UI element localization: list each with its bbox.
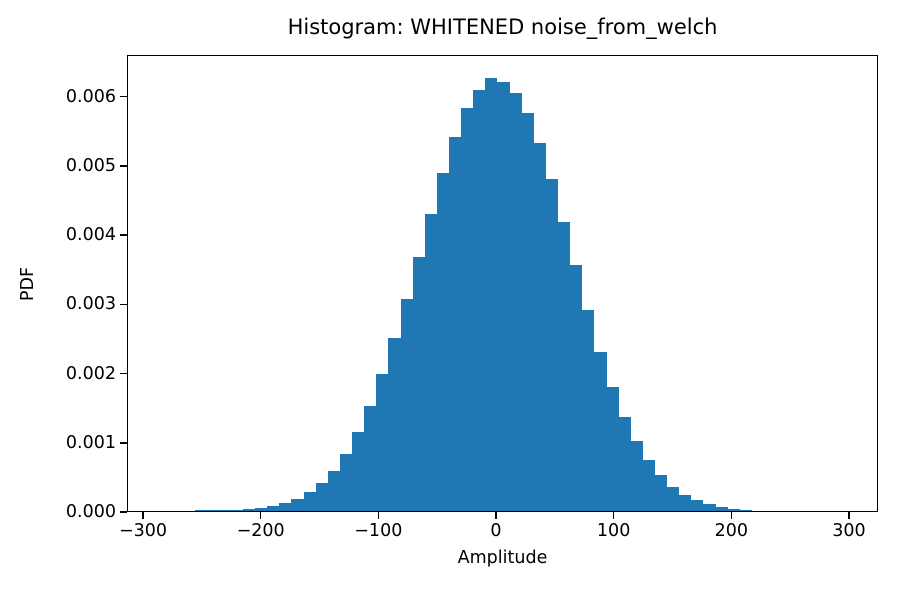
y-tick-label: 0.001 [65,432,116,453]
y-tick-mark [120,95,127,98]
x-tick-mark [730,512,733,519]
y-tick-mark [120,234,127,236]
y-tick-mark [120,511,127,513]
histogram-bar [521,113,534,511]
histogram-bar [582,310,595,511]
histogram-bar [436,173,449,511]
y-tick-label: 0.003 [65,294,116,315]
histogram-bar [473,90,486,511]
histogram-bar [739,509,752,511]
x-tick-mark [377,512,380,519]
histogram-bar [642,459,655,511]
histogram-bars [128,56,877,511]
histogram-bar [339,453,353,511]
histogram-bar [558,221,571,511]
histogram-bar [194,510,207,511]
histogram-bar [703,504,716,511]
histogram-bar [497,81,510,511]
histogram-bar [412,257,425,511]
x-tick-label: −100 [354,521,403,541]
x-tick-label: −200 [236,521,285,541]
histogram-bar [352,431,365,511]
x-tick-label: 200 [714,521,748,541]
plot-area [127,55,878,512]
histogram-bar [424,213,437,511]
histogram-bar [630,440,643,511]
histogram-bar [279,502,292,511]
histogram-bar [570,264,583,511]
x-tick-mark [259,512,262,519]
histogram-bar [715,506,728,511]
histogram-bar [230,509,243,511]
histogram-bar [594,352,607,511]
histogram-bar [218,510,231,511]
histogram-bar [545,179,559,511]
y-tick-mark [120,442,127,444]
y-tick-mark [120,372,127,375]
x-tick-mark [495,512,497,519]
histogram-bar [533,143,546,511]
histogram-bar [388,338,401,511]
histogram-bar [327,470,340,511]
histogram-bar [485,78,498,511]
chart-title: Histogram: WHITENED noise_from_welch [287,15,718,39]
histogram-bar [655,475,668,511]
histogram-bar [727,508,740,511]
histogram-bar [315,483,328,511]
histogram-bar [206,510,219,511]
histogram-bar [376,374,389,511]
x-tick-label: −300 [118,521,168,541]
histogram-bar [509,92,522,511]
histogram-bar [667,486,680,511]
y-tick-label: 0.005 [65,155,116,176]
y-tick-label: 0.006 [65,86,116,107]
x-axis-label: Amplitude [457,548,548,568]
histogram-bar [400,299,413,511]
y-axis-label: PDF [18,266,38,302]
y-tick-label: 0.002 [65,363,116,384]
histogram-bar [267,506,280,511]
y-tick-mark [120,303,127,306]
histogram-bar [679,494,692,511]
histogram-bar [448,136,462,511]
histogram-bar [691,500,704,511]
y-tick-label: 0.004 [65,225,116,246]
y-tick-mark [120,165,127,167]
histogram-bar [255,507,268,511]
x-tick-label: 0 [490,521,502,541]
x-tick-label: 300 [832,521,866,541]
histogram-bar [303,492,316,511]
x-tick-mark [848,512,850,519]
histogram-bar [364,405,377,511]
x-tick-label: 100 [596,521,631,541]
histogram-bar [606,386,619,511]
histogram-bar [291,498,304,511]
histogram-bar [461,108,474,511]
y-tick-label: 0.000 [65,502,116,522]
histogram-bar [618,416,631,511]
histogram-bar [242,509,256,511]
x-tick-mark [612,512,615,519]
x-tick-mark [142,512,144,519]
